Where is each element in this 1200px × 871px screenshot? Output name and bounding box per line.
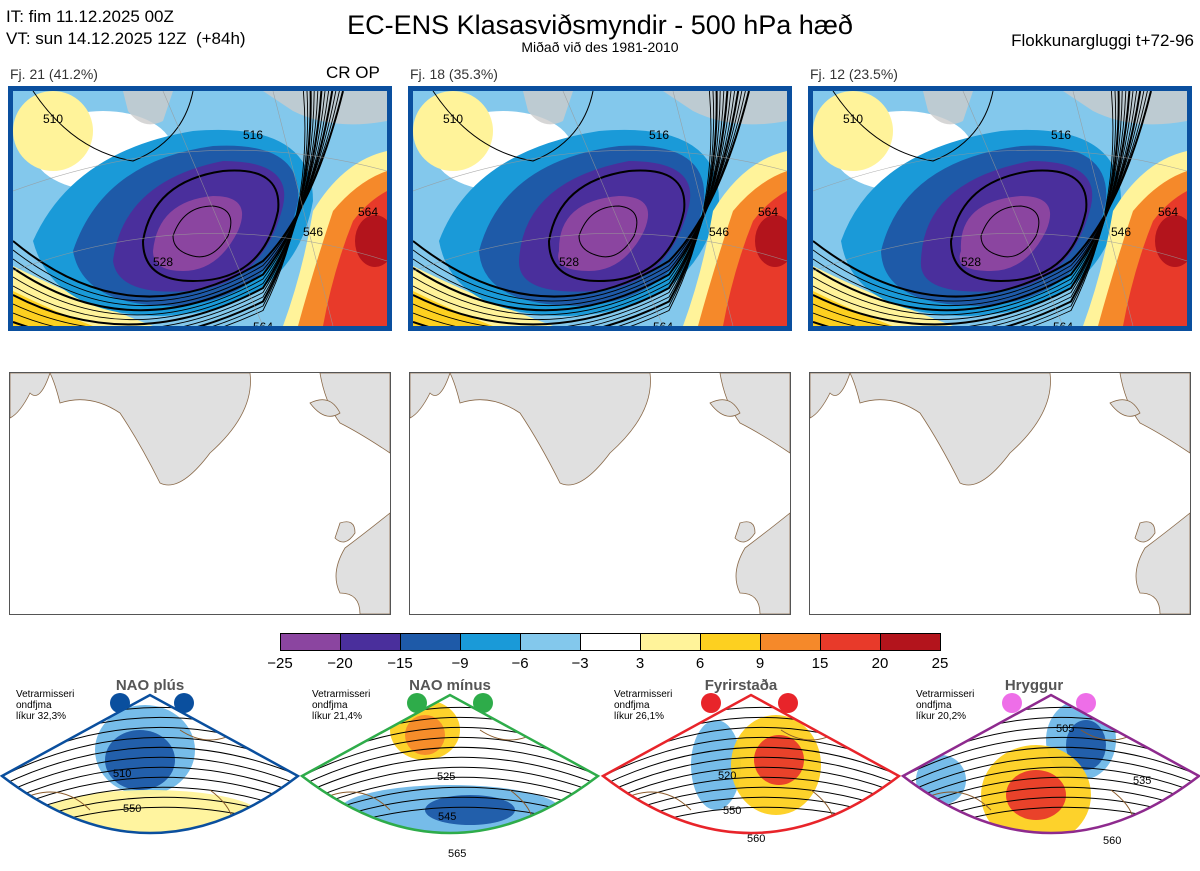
regime-4-map: 505 535 560 xyxy=(900,693,1200,847)
colorbar-swatch xyxy=(520,633,581,651)
regime-3-dot-right xyxy=(778,693,798,713)
contour-label: 528 xyxy=(961,255,981,269)
colorbar-tick-label: −9 xyxy=(451,655,469,672)
clustering-window: Flokkunargluggi t+72-96 xyxy=(1011,31,1194,50)
contour-label: 540 xyxy=(173,325,193,326)
colorbar-tick-label: −3 xyxy=(571,655,589,672)
contour-label: 564 xyxy=(1053,320,1073,326)
regime-4-dot-left xyxy=(1002,693,1022,713)
contour-label: 510 xyxy=(443,112,463,126)
regime-4-title: Hryggur xyxy=(1004,677,1064,694)
contour-label: 516 xyxy=(243,128,263,142)
colorbar-swatch xyxy=(340,633,401,651)
regime-4-probability: Vetrarmisseri ondfjma líkur 20,2% xyxy=(916,689,975,722)
regime-1-map: 510 550 xyxy=(0,693,301,835)
regime-1-title: NAO plús xyxy=(115,677,185,694)
cluster-3-label: Fj. 12 (23.5%) xyxy=(810,66,898,82)
regime-3-title: Fyrirstaða xyxy=(704,677,778,694)
cluster-1-basemap xyxy=(9,372,391,615)
colorbar-tick-label: 15 xyxy=(811,655,829,672)
regime-contour-label: 545 xyxy=(438,811,456,823)
contour-label: 516 xyxy=(649,128,669,142)
colorbar-swatch xyxy=(880,633,941,651)
cluster-2-map[interactable]: 510 516 528 546 564 540 564 xyxy=(408,86,792,331)
colorbar-tick-label: −25 xyxy=(267,655,293,672)
regime-contour-label: 525 xyxy=(437,771,455,783)
colorbar-swatch xyxy=(580,633,641,651)
regime-2-map: 525 545 565 xyxy=(299,693,601,860)
regime-contour-label: 535 xyxy=(1133,775,1151,787)
contour-label: 546 xyxy=(1111,225,1131,239)
contour-label: 516 xyxy=(1051,128,1071,142)
cluster-2-basemap xyxy=(409,372,791,615)
cluster-3-anomaly-svg: 510 516 528 546 564 540 564 xyxy=(813,91,1187,326)
regime-3-dot-left xyxy=(701,693,721,713)
regime-contour-label: 505 xyxy=(1056,723,1074,735)
init-time: IT: fim 11.12.2025 00Z xyxy=(6,7,174,26)
regime-1-probability: Vetrarmisseri ondfjma líkur 32,3% xyxy=(16,689,75,722)
page-title: EC-ENS Klasasviðsmyndir - 500 hPa hæð xyxy=(347,10,853,40)
cluster-2-label: Fj. 18 (35.3%) xyxy=(410,66,498,82)
cluster-3-map[interactable]: 510 516 528 546 564 540 564 xyxy=(808,86,1192,331)
cluster-1-map[interactable]: 510 516 528 546 564 540 564 xyxy=(8,86,392,331)
colorbar-tick-label: 9 xyxy=(755,655,765,672)
contour-label: 564 xyxy=(253,320,273,326)
regime-contour-label: 510 xyxy=(113,768,131,780)
cluster-1-anomaly-svg: 510 516 528 546 564 540 564 xyxy=(13,91,387,326)
colorbar-tick-label: −20 xyxy=(327,655,353,672)
cluster-2-anomaly-svg: 510 516 528 546 564 540 564 xyxy=(413,91,787,326)
contour-label: 528 xyxy=(559,255,579,269)
regime-2-probability: Vetrarmisseri ondfjma líkur 21,4% xyxy=(312,689,371,722)
contour-label: 546 xyxy=(303,225,323,239)
regime-2-dot-left xyxy=(407,693,427,713)
init-time-block: IT: fim 11.12.2025 00Z VT: sun 14.12.2025… xyxy=(6,6,246,50)
cluster-1-tag: CR OP xyxy=(326,63,380,82)
regime-4-dot-right xyxy=(1076,693,1096,713)
contour-label: 540 xyxy=(973,325,993,326)
valid-time: VT: sun 14.12.2025 12Z (+84h) xyxy=(6,29,246,48)
regime-3-map: 520 550 560 xyxy=(600,693,902,845)
regime-3-probability: Vetrarmisseri ondfjma líkur 26,1% xyxy=(614,689,673,722)
colorbar-tick-label: 25 xyxy=(931,655,949,672)
colorbar-swatch xyxy=(820,633,881,651)
regime-contour-label: 560 xyxy=(1103,835,1121,847)
cluster-1-label: Fj. 21 (41.2%) xyxy=(10,66,98,82)
contour-label: 510 xyxy=(843,112,863,126)
colorbar-tick-label: −6 xyxy=(511,655,529,672)
weather-regime-maps: 510 550 525 545 565 520 550 560 505 535 560 xyxy=(0,693,1200,860)
contour-label: 540 xyxy=(573,325,593,326)
colorbar-tick-label: 20 xyxy=(871,655,889,672)
regime-contour-label: 560 xyxy=(747,833,765,845)
regime-contour-label: 520 xyxy=(718,770,736,782)
colorbar-tick-label: −15 xyxy=(387,655,413,672)
contour-label: 564 xyxy=(1158,205,1178,219)
contour-label: 564 xyxy=(358,205,378,219)
page-subtitle: Miðað við des 1981-2010 xyxy=(521,39,679,55)
contour-label: 528 xyxy=(153,255,173,269)
contour-label: 564 xyxy=(758,205,778,219)
colorbar-swatch xyxy=(640,633,701,651)
colorbar-swatch xyxy=(760,633,821,651)
regime-1-dot-right xyxy=(174,693,194,713)
regime-contour-label: 565 xyxy=(448,848,466,860)
contour-label: 564 xyxy=(653,320,673,326)
colorbar-tick-label: 3 xyxy=(635,655,645,672)
cluster-3-basemap xyxy=(809,372,1191,615)
colorbar-swatch xyxy=(700,633,761,651)
colorbar-swatch xyxy=(280,633,341,651)
colorbar-swatch xyxy=(460,633,521,651)
colorbar-swatch xyxy=(400,633,461,651)
regime-2-dot-right xyxy=(473,693,493,713)
regime-contour-label: 550 xyxy=(123,803,141,815)
contour-label: 546 xyxy=(709,225,729,239)
colorbar-tick-label: 6 xyxy=(695,655,705,672)
regime-2-title: NAO mínus xyxy=(409,677,491,694)
regime-contour-label: 550 xyxy=(723,805,741,817)
contour-label: 510 xyxy=(43,112,63,126)
